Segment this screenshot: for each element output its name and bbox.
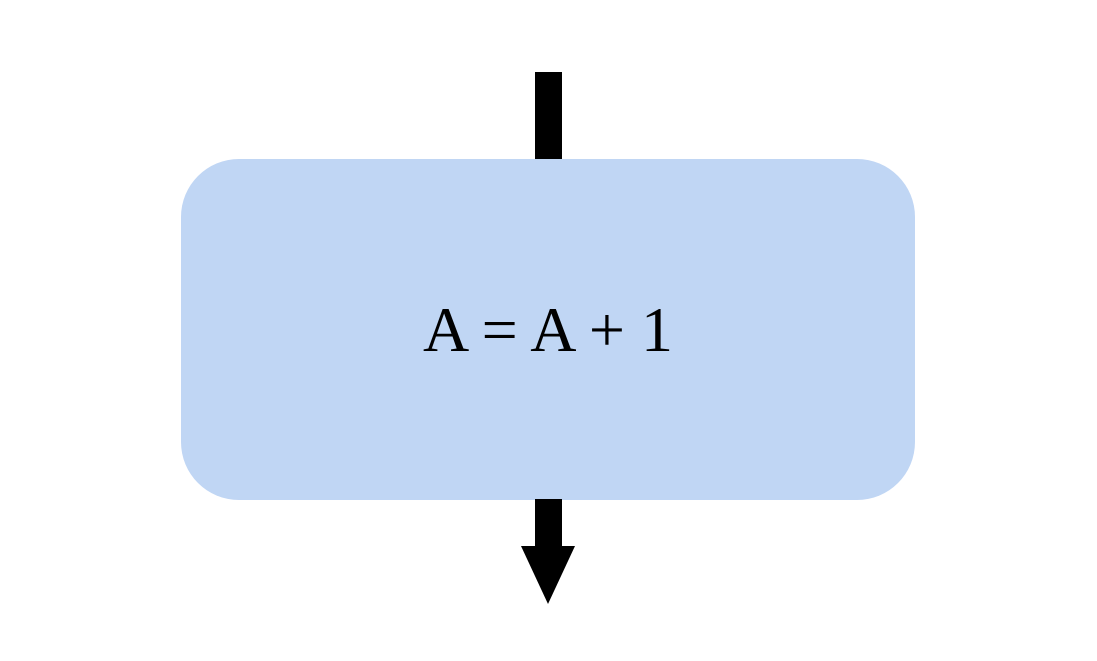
process-box: A = A + 1 [181,159,915,500]
incoming-flow-arrow [535,72,562,160]
outgoing-flow-arrow-shaft [535,499,562,549]
process-label: A = A + 1 [422,293,674,365]
outgoing-flow-arrowhead [521,546,575,604]
